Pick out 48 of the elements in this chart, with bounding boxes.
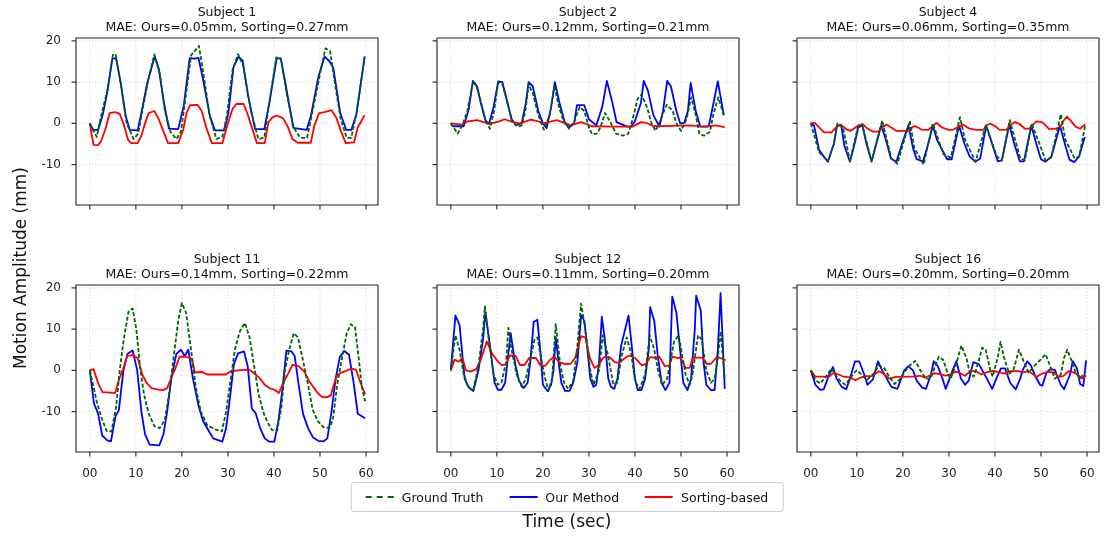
legend-label: Ground Truth bbox=[401, 489, 484, 505]
x-tick-label: 40 bbox=[627, 466, 643, 481]
chart-title: Subject 1 bbox=[196, 4, 258, 19]
x-tick-label: 10 bbox=[849, 466, 865, 481]
chart-subtitle: MAE: Ours=0.06mm, Sorting=0.35mm bbox=[825, 19, 1071, 34]
x-tick-label: 30 bbox=[220, 466, 236, 481]
y-axis-title: Motion Amplitude (mm) bbox=[10, 167, 30, 369]
x-tick-label: 20 bbox=[895, 466, 911, 481]
chart-title: Subject 12 bbox=[553, 251, 623, 266]
y-tick-label: -10 bbox=[41, 403, 61, 418]
chart-subtitle: MAE: Ours=0.12mm, Sorting=0.21mm bbox=[465, 19, 711, 34]
x-tick-label: 20 bbox=[535, 466, 551, 481]
x-tick-label: 00 bbox=[803, 466, 819, 481]
y-tick-label: 10 bbox=[45, 321, 61, 336]
chart-title: Subject 4 bbox=[917, 4, 979, 19]
x-tick-label: 30 bbox=[941, 466, 957, 481]
y-tick-label: 0 bbox=[53, 115, 61, 130]
line-series bbox=[88, 44, 366, 140]
y-tick-label: 20 bbox=[45, 280, 61, 295]
x-tick-label: 30 bbox=[581, 466, 597, 481]
chart-title: Subject 11 bbox=[192, 251, 262, 266]
legend-label: Our Method bbox=[545, 489, 620, 505]
x-tick-label: 60 bbox=[1079, 466, 1095, 481]
chart-subtitle: MAE: Ours=0.20mm, Sorting=0.20mm bbox=[825, 266, 1071, 281]
y-tick-label: -10 bbox=[41, 156, 61, 171]
x-tick-label: 40 bbox=[987, 466, 1003, 481]
x-tick-label: 60 bbox=[719, 466, 735, 481]
x-tick-label: 50 bbox=[673, 466, 689, 481]
x-axis-title: Time (sec) bbox=[522, 511, 612, 531]
y-tick-label: 0 bbox=[53, 362, 61, 377]
chart-subtitle: MAE: Ours=0.14mm, Sorting=0.22mm bbox=[104, 266, 350, 281]
chart-title: Subject 2 bbox=[557, 4, 619, 19]
x-tick-label: 40 bbox=[266, 466, 282, 481]
x-tick-label: 60 bbox=[358, 466, 374, 481]
line-series bbox=[88, 302, 367, 433]
x-tick-label: 10 bbox=[128, 466, 144, 481]
chart-subtitle: MAE: Ours=0.05mm, Sorting=0.27mm bbox=[104, 19, 350, 34]
x-tick-label: 10 bbox=[489, 466, 505, 481]
legend-label: Sorting-based bbox=[681, 489, 769, 505]
x-tick-label: 50 bbox=[312, 466, 328, 481]
x-tick-label: 20 bbox=[174, 466, 190, 481]
chart-title: Subject 16 bbox=[913, 251, 983, 266]
x-tick-label: 00 bbox=[443, 466, 459, 481]
x-tick-label: 50 bbox=[1033, 466, 1049, 481]
chart-subtitle: MAE: Ours=0.11mm, Sorting=0.20mm bbox=[465, 266, 711, 281]
y-tick-label: 10 bbox=[45, 74, 61, 89]
x-tick-label: 00 bbox=[82, 466, 98, 481]
y-tick-label: 20 bbox=[45, 33, 61, 48]
